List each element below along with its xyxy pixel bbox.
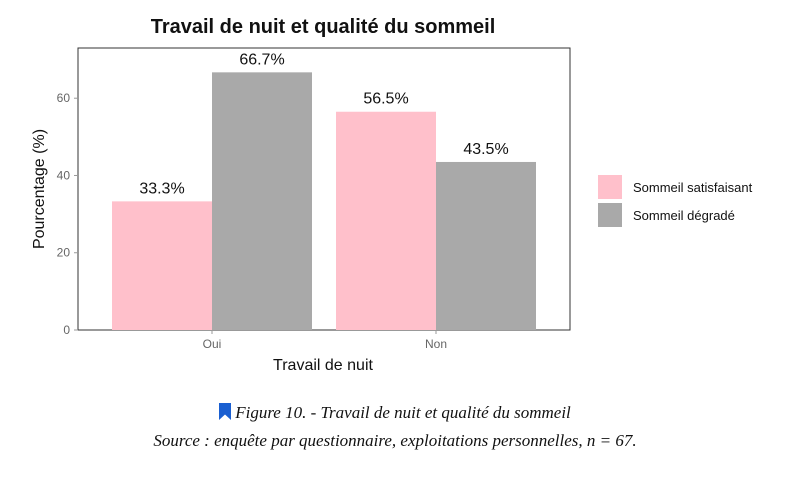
y-tick-label: 0 [63,323,70,337]
bar [436,161,536,330]
bars: 33.3% 66.7% 56.5% 43.5% [112,51,536,331]
figure-caption-text: Figure 10. - Travail de nuit et qualité … [235,403,571,422]
bar-data-label: 43.5% [463,141,508,158]
legend-swatch [598,203,622,227]
bar-data-label: 56.5% [363,91,408,108]
legend: Sommeil satisfaisant Sommeil dégradé [598,175,753,227]
bar [336,111,436,331]
chart: Travail de nuit et qualité du sommeil 0 2… [31,16,753,374]
legend-label: Sommeil dégradé [633,208,735,223]
chart-title: Travail de nuit et qualité du sommeil [151,16,496,38]
figure-caption: Figure 10. - Travail de nuit et qualité … [0,403,790,423]
x-tick-label: Oui [203,337,222,351]
plot-frame [77,47,571,331]
bar [112,201,212,330]
y-tick-label: 60 [57,91,71,105]
x-axis-label: Travail de nuit [273,357,373,374]
y-tick-label: 20 [57,246,71,260]
bar-data-label: 66.7% [239,51,284,68]
bar [212,72,312,331]
bookmark-icon [219,403,232,420]
source-caption: Source : enquête par questionnaire, expl… [153,431,637,450]
y-axis: 0 20 40 60 [57,91,78,337]
y-axis-label: Pourcentage (%) [31,129,48,249]
x-tick-label: Non [425,337,447,351]
y-tick-label: 40 [57,168,71,182]
bar-data-label: 33.3% [139,180,184,197]
x-axis: Oui Non [203,330,447,351]
legend-label: Sommeil satisfaisant [633,180,753,195]
legend-swatch [598,175,622,199]
